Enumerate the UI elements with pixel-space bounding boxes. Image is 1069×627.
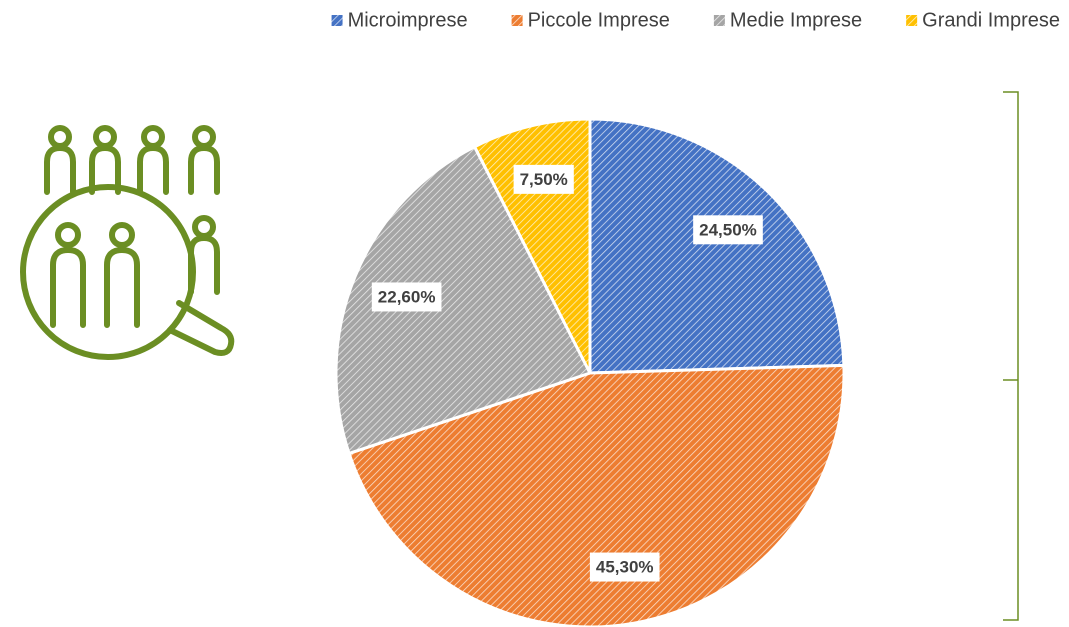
legend-swatch [331,15,343,26]
legend-label: Grandi Imprese [922,9,1060,31]
data-label: 7,50% [520,170,568,189]
legend-label: Medie Imprese [730,9,862,31]
bracket [1003,91,1019,621]
data-label-bg [589,552,660,582]
data-label-bg [371,282,442,312]
legend-swatch [713,15,725,26]
data-label: 22,60% [378,287,436,306]
legend-swatch [511,15,523,26]
legend-label: Piccole Imprese [528,9,670,31]
data-label: 45,30% [596,558,654,577]
people-icon [20,125,235,360]
data-label: 24,50% [699,220,757,239]
pie-slice [334,144,593,456]
pie-slice [347,363,846,627]
legend-label: Microimprese [348,9,468,31]
legend: Microimprese Piccole Imprese Medie Imprese… [331,9,1060,31]
data-label-bg [513,164,574,194]
pie-slice [588,117,846,375]
legend-swatch [906,15,918,26]
data-label-bg [693,215,763,245]
